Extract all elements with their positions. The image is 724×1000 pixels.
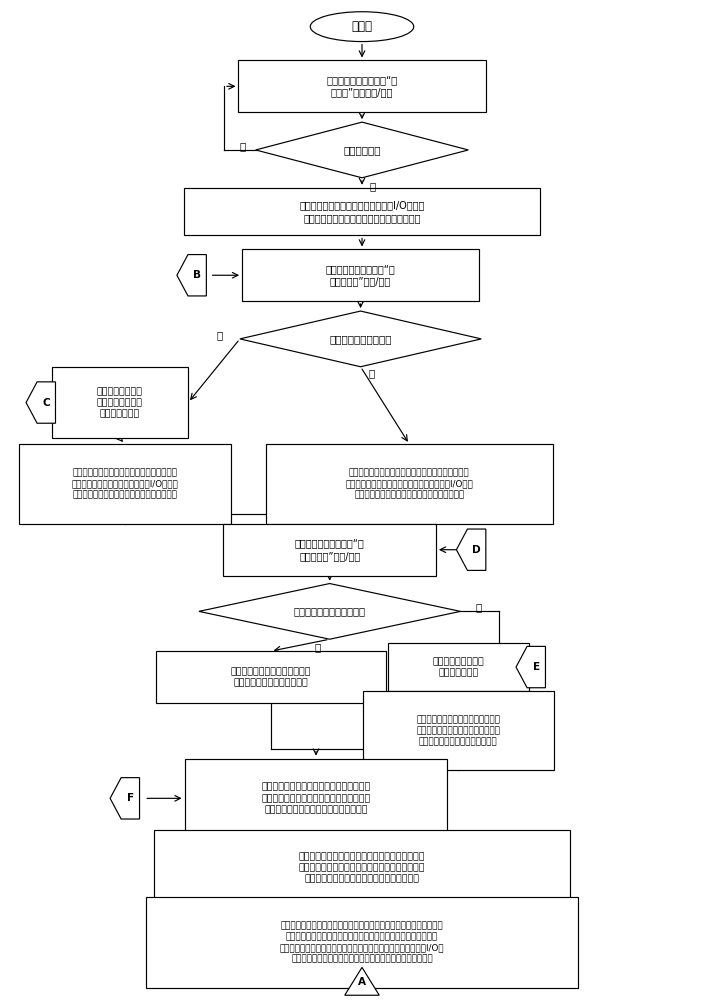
Polygon shape <box>345 967 379 995</box>
Bar <box>363 691 554 770</box>
Polygon shape <box>177 255 206 296</box>
Polygon shape <box>26 382 56 423</box>
Text: E: E <box>533 662 540 672</box>
Text: 电源模块接收推进器指令信号，计算得出推进器功
率负载信息，发送给功率管理系统模块，同时将电
源模块工作状态信息发送给功率管理系统模块: 电源模块接收推进器指令信号，计算得出推进器功 率负载信息，发送给功率管理系统模块… <box>299 852 425 884</box>
Text: D: D <box>472 545 481 555</box>
Polygon shape <box>256 122 468 178</box>
Polygon shape <box>199 584 460 639</box>
Bar <box>238 60 486 112</box>
Text: F: F <box>127 793 134 803</box>
Text: 通过人机交互界面设置“测
试控制”按钮开启/关闭: 通过人机交互界面设置“测 试控制”按钮开启/关闭 <box>327 75 397 98</box>
Polygon shape <box>516 646 545 688</box>
Text: 是: 是 <box>475 602 481 612</box>
Text: 否: 否 <box>369 368 374 378</box>
Text: C: C <box>43 398 50 408</box>
Text: 海洋环境模拟模块不向船舶或海
上浮式平台运动模块发送数据: 海洋环境模拟模块不向船舶或海 上浮式平台运动模块发送数据 <box>230 667 311 687</box>
Bar <box>51 367 188 438</box>
Text: 海洋环境模拟模块接收所模拟海况信
息，仿真运行，并将仿真运行结果发
送给船舶或海上浮式平台运动模块: 海洋环境模拟模块接收所模拟海况信 息，仿真运行，并将仿真运行结果发 送给船舶或海… <box>416 715 500 746</box>
Text: B: B <box>193 270 201 280</box>
Bar <box>156 651 386 703</box>
Bar <box>223 524 436 576</box>
Text: 是否开启海洋环境扰动模拟: 是否开启海洋环境扰动模拟 <box>294 606 366 616</box>
Text: 功率管理系统模块接收电源模块工作状态信息和推进器功率负载信息，
向电源模块发送电源模块控制指令，并通过故障模拟模块向人机交
互界面发送电源模块的运行状态信息，通: 功率管理系统模块接收电源模块工作状态信息和推进器功率负载信息， 向电源模块发送电… <box>279 921 445 964</box>
Polygon shape <box>456 529 486 570</box>
Bar <box>184 188 540 235</box>
Text: 推进装置模块接收拟测试动力定位控制系统
的推进器指令信号（如推进器期望转速和方
位角），并将该指令信号发送给电源模块: 推进装置模块接收拟测试动力定位控制系统 的推进器指令信号（如推进器期望转速和方 … <box>261 783 371 814</box>
Bar <box>19 444 231 524</box>
Text: 否: 否 <box>240 141 246 151</box>
Bar <box>146 897 578 988</box>
Text: 初始化: 初始化 <box>351 20 373 33</box>
Bar <box>388 643 529 691</box>
Text: A: A <box>358 977 366 987</box>
Polygon shape <box>110 778 140 819</box>
Bar <box>185 759 447 838</box>
Text: 动力定位控制系统仿真平台通过实时I/O接口与
拟测试的动力定位控制系统实现双向数据传输: 动力定位控制系统仿真平台通过实时I/O接口与 拟测试的动力定位控制系统实现双向数… <box>299 200 425 223</box>
Text: 通过人机交互界面设
置期望模拟海况: 通过人机交互界面设 置期望模拟海况 <box>432 657 484 677</box>
Text: 是: 是 <box>370 181 376 191</box>
Bar <box>153 830 571 906</box>
Text: 通过人机交互界面设置“故
障模拟模式”开启/关闭: 通过人机交互界面设置“故 障模拟模式”开启/关闭 <box>326 264 395 286</box>
Bar <box>242 249 479 301</box>
Text: 否: 否 <box>314 642 321 652</box>
Text: 是否开启故障模拟模式: 是否开启故障模拟模式 <box>329 334 392 344</box>
Text: 非故障模拟模式下，故障模拟模块与推进装置模块进
行双向数据传递，同时故障模拟模块通过实时I/O接口
与拟测试的动力定位控制系统进行双向数据传递: 非故障模拟模式下，故障模拟模块与推进装置模块进 行双向数据传递，同时故障模拟模块… <box>345 468 473 500</box>
Polygon shape <box>240 311 481 367</box>
Text: 故障模拟模式下，
通过人机交互界面
设置拟模拟故障: 故障模拟模式下， 通过人机交互界面 设置拟模拟故障 <box>97 387 143 418</box>
Bar <box>266 444 553 524</box>
Ellipse shape <box>311 12 413 42</box>
Text: 是否开始测试: 是否开始测试 <box>343 145 381 155</box>
Text: 故障模拟模块模拟所设定故障，与推进装置模
块进行双向数据传递，并通过实时I/O接口与
拟测试的动力定位控制系统进行双向数据传递: 故障模拟模块模拟所设定故障，与推进装置模 块进行双向数据传递，并通过实时I/O接… <box>72 468 178 500</box>
Text: 是: 是 <box>216 330 223 340</box>
Text: 通过人机交互界面设置“海
洋环境模拟”开启/关闭: 通过人机交互界面设置“海 洋环境模拟”开启/关闭 <box>295 539 365 561</box>
